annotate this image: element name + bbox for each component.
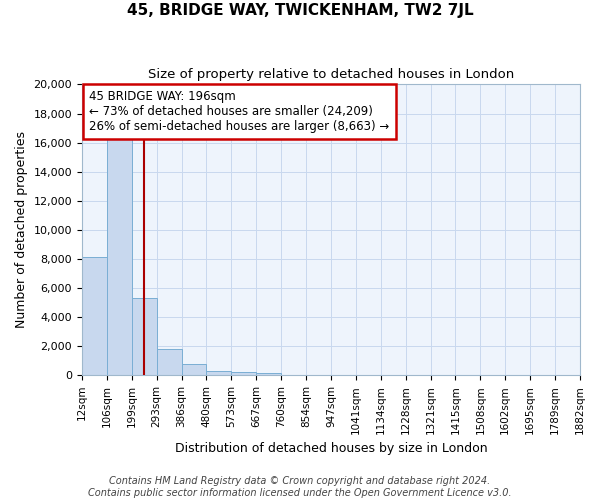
Bar <box>132 298 157 375</box>
Bar <box>107 134 132 375</box>
Bar <box>232 372 256 375</box>
Y-axis label: Number of detached properties: Number of detached properties <box>15 132 28 328</box>
Text: Contains HM Land Registry data © Crown copyright and database right 2024.
Contai: Contains HM Land Registry data © Crown c… <box>88 476 512 498</box>
Bar <box>82 258 107 375</box>
Bar <box>206 371 232 375</box>
X-axis label: Distribution of detached houses by size in London: Distribution of detached houses by size … <box>175 442 487 455</box>
Bar <box>157 349 182 375</box>
Bar <box>256 372 281 375</box>
Bar <box>182 364 206 375</box>
Text: 45, BRIDGE WAY, TWICKENHAM, TW2 7JL: 45, BRIDGE WAY, TWICKENHAM, TW2 7JL <box>127 2 473 18</box>
Title: Size of property relative to detached houses in London: Size of property relative to detached ho… <box>148 68 514 80</box>
Text: 45 BRIDGE WAY: 196sqm
← 73% of detached houses are smaller (24,209)
26% of semi-: 45 BRIDGE WAY: 196sqm ← 73% of detached … <box>89 90 389 134</box>
